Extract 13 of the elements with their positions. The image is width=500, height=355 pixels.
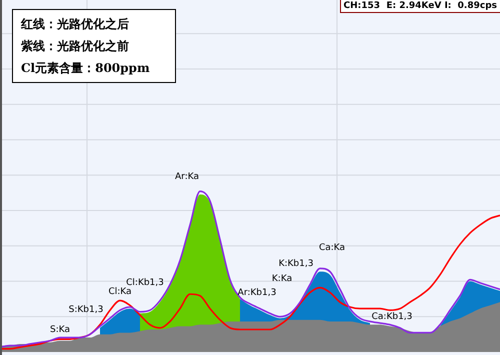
annotation: Ca:Kb1,3	[372, 312, 412, 322]
annotation: Cl:Ka	[108, 287, 132, 297]
annotation: K:Ka	[272, 274, 292, 284]
annotation: S:Kb1,3	[68, 305, 104, 315]
annotation: Cl:Kb1,3	[126, 278, 164, 288]
text: 紫线：光路优化之前	[21, 38, 130, 55]
annotation: S:Ka	[50, 325, 70, 335]
annotation: Ca:Ka	[318, 243, 346, 253]
text: Ar:Ka	[175, 172, 199, 182]
annotation: Ar:Kb1,3	[238, 288, 276, 298]
annotation: K:Kb1,3	[278, 259, 314, 269]
text: Cl元素含量：800ppm	[21, 60, 151, 77]
text: 红线：光路优化之后	[21, 16, 130, 33]
